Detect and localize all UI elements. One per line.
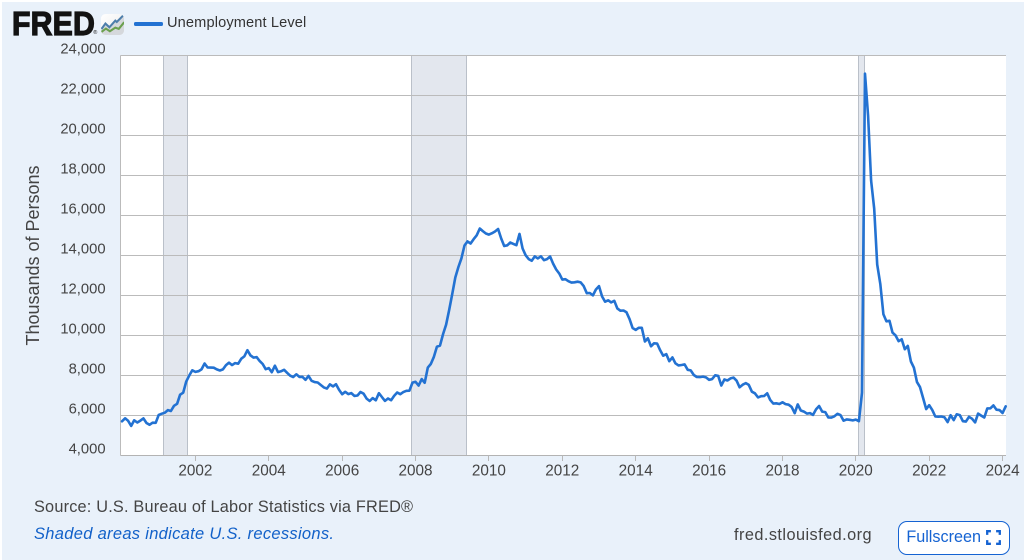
svg-text:2024: 2024 — [986, 463, 1021, 480]
svg-text:2010: 2010 — [472, 463, 506, 480]
svg-text:24,000: 24,000 — [60, 42, 105, 58]
svg-text:22,000: 22,000 — [60, 82, 105, 98]
svg-text:2016: 2016 — [692, 463, 726, 480]
svg-text:16,000: 16,000 — [60, 202, 105, 218]
svg-text:12,000: 12,000 — [60, 282, 105, 298]
svg-text:14,000: 14,000 — [60, 242, 105, 258]
svg-text:Thousands of Persons: Thousands of Persons — [23, 165, 43, 345]
svg-text:4,000: 4,000 — [69, 442, 106, 458]
svg-text:8,000: 8,000 — [69, 362, 106, 378]
svg-text:2012: 2012 — [545, 463, 579, 480]
svg-text:2006: 2006 — [325, 463, 359, 480]
svg-text:18,000: 18,000 — [60, 162, 105, 178]
svg-text:6,000: 6,000 — [69, 402, 106, 418]
svg-text:20,000: 20,000 — [60, 122, 105, 138]
svg-text:2018: 2018 — [765, 463, 799, 480]
svg-text:2008: 2008 — [398, 463, 432, 480]
svg-text:2022: 2022 — [912, 463, 946, 480]
svg-text:10,000: 10,000 — [60, 322, 105, 338]
svg-text:2020: 2020 — [839, 463, 873, 480]
svg-text:2014: 2014 — [619, 463, 654, 480]
svg-text:2004: 2004 — [252, 463, 287, 480]
svg-text:2002: 2002 — [178, 463, 212, 480]
